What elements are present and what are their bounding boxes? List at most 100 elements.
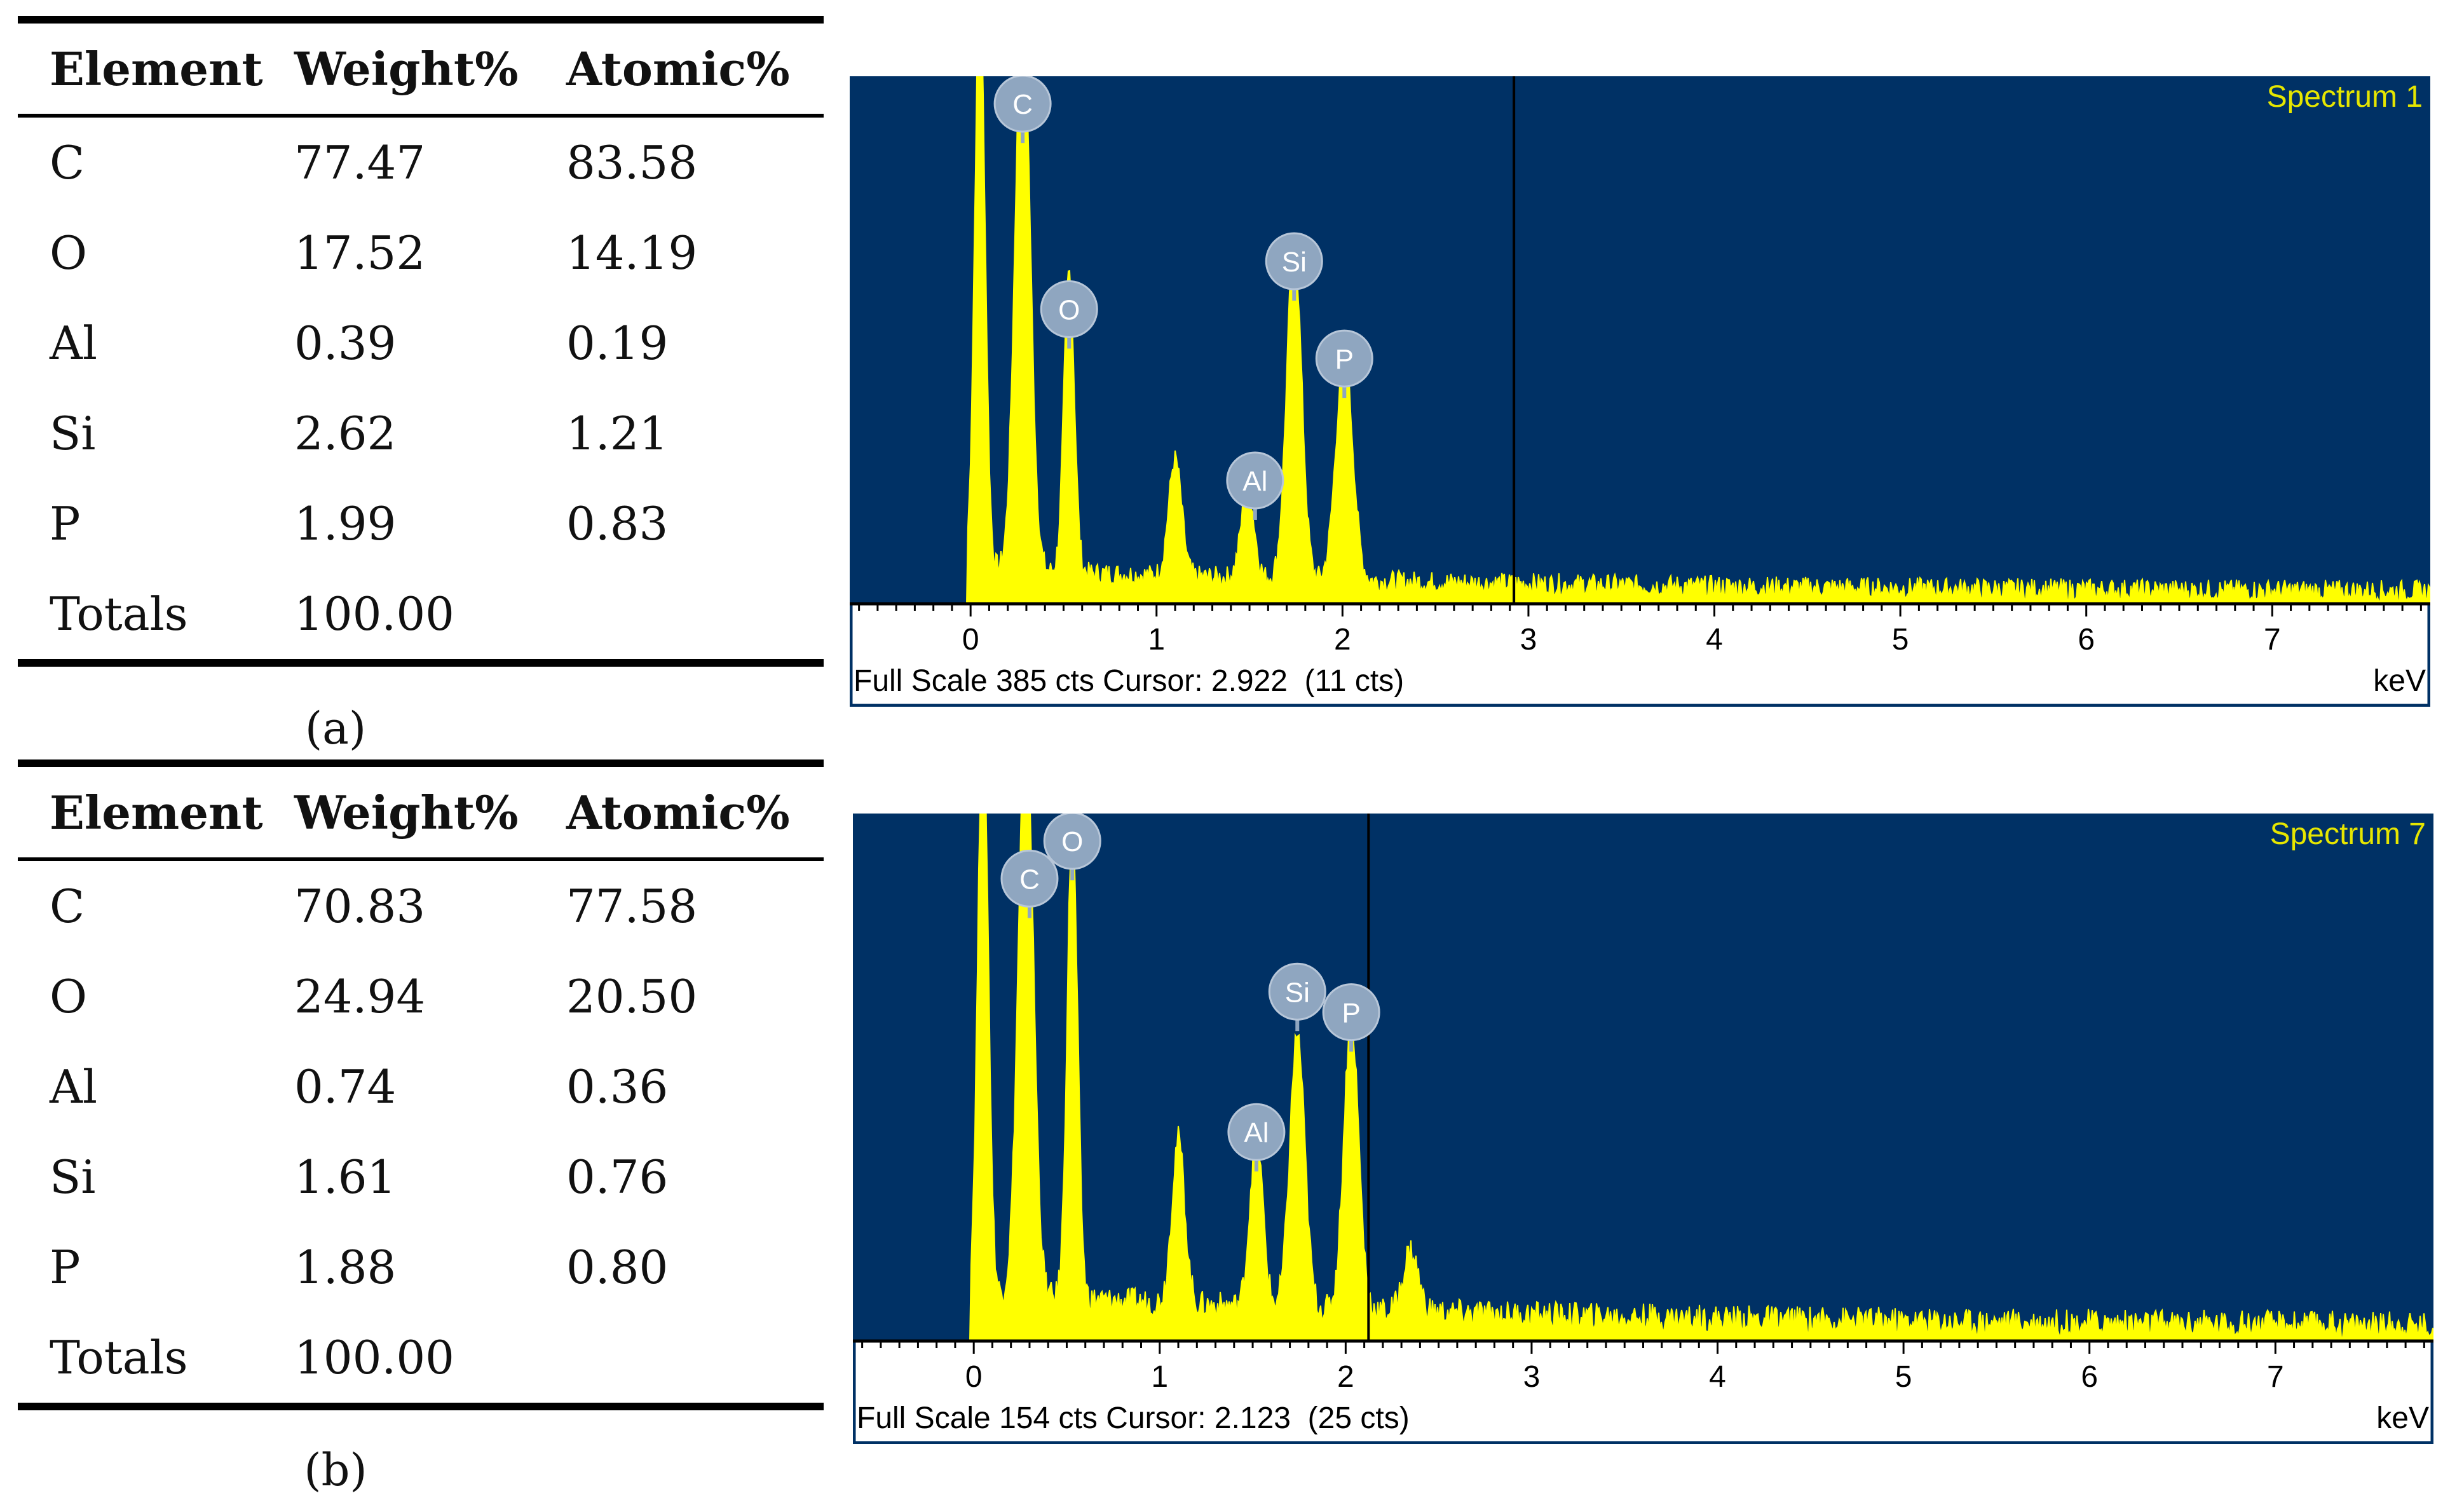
unit-label: keV — [2373, 664, 2426, 698]
atomic-cell — [566, 569, 824, 667]
element-cell: Totals — [18, 569, 294, 667]
atomic-cell: 0.76 — [566, 1150, 669, 1204]
x-tick-label: 1 — [1148, 623, 1165, 657]
x-tick-label: 5 — [1895, 1360, 1912, 1394]
peak-label-c: C — [1000, 849, 1059, 918]
x-tick-label: 2 — [1337, 1360, 1354, 1394]
atomic-cell: 0.80 — [566, 1241, 669, 1294]
svg-text:O: O — [1058, 294, 1080, 325]
spectrum-trace — [853, 814, 2433, 1342]
element-cell: Si — [50, 1150, 96, 1204]
atomic-cell — [566, 1312, 824, 1410]
svg-text:P: P — [1335, 344, 1354, 375]
svg-text:C: C — [1019, 864, 1040, 895]
table-row: O 24.94 20.50 — [18, 951, 824, 1042]
atomic-cell: 20.50 — [566, 970, 698, 1023]
composition-table-b: Element Weight% Atomic% C 70.83 77.58 O … — [18, 759, 824, 1410]
peak-label-al: Al — [1226, 451, 1284, 520]
element-cell: Al — [50, 1060, 98, 1114]
peak-label-p: P — [1315, 329, 1373, 398]
caption-a: (a) — [304, 702, 367, 754]
weight-cell: 17.52 — [294, 226, 426, 280]
peak-labels: CO Si P Al — [1000, 814, 1380, 1172]
peak-label-si: Si — [1265, 232, 1323, 301]
spectrum-panel-a: C O Si P Al 0 1 2 3 4 5 6 7 Spectrum 1 Full Scale 3… — [850, 76, 2430, 707]
plot-background — [853, 814, 2433, 1341]
spectrum-chart-a: C O Si P Al 0 1 2 3 4 5 6 7 Spectrum 1 Full Scale 3… — [850, 76, 2430, 707]
plot-background — [850, 76, 2430, 604]
atomic-cell: 1.21 — [566, 407, 669, 460]
element-cell: P — [50, 497, 81, 550]
element-cell: O — [50, 226, 88, 280]
svg-text:Al: Al — [1244, 1117, 1269, 1148]
x-tick-label: 5 — [1892, 623, 1909, 657]
table-row: Al 0.39 0.19 — [18, 298, 824, 388]
scale-strip — [853, 1339, 2433, 1444]
composition-table-a: Element Weight% Atomic% C 77.47 83.58 O … — [18, 16, 824, 667]
x-tick-label: 6 — [2078, 623, 2095, 657]
status-readout: Full Scale 154 cts Cursor: 2.123 (25 cts… — [857, 1401, 1410, 1435]
peak-label-o: O — [1043, 814, 1101, 881]
table-row: Si 1.61 0.76 — [18, 1132, 824, 1222]
weight-cell: 0.74 — [294, 1060, 397, 1114]
weight-cell: 100.00 — [294, 1312, 566, 1410]
atomic-cell: 77.58 — [566, 880, 698, 933]
scale-strip — [850, 602, 2430, 707]
element-cell: O — [50, 970, 88, 1023]
svg-text:C: C — [1012, 89, 1033, 120]
header-element: Element — [18, 759, 294, 861]
atomic-cell: 14.19 — [566, 226, 698, 280]
spectrum-title: Spectrum 7 — [2270, 817, 2426, 851]
weight-cell: 2.62 — [294, 407, 397, 460]
x-tick-label: 4 — [1706, 623, 1723, 657]
peak-label-c: C — [993, 76, 1052, 144]
atomic-cell: 83.58 — [566, 136, 698, 189]
x-tick-label: 1 — [1151, 1360, 1168, 1394]
spectrum-title: Spectrum 1 — [2267, 80, 2423, 114]
weight-cell: 77.47 — [294, 136, 426, 189]
x-tick-label: 6 — [2081, 1360, 2098, 1394]
header-weight: Weight% — [294, 759, 566, 861]
table-row: P 1.88 0.80 — [18, 1222, 824, 1312]
element-cell: Si — [50, 407, 96, 460]
peak-label-p: P — [1322, 983, 1380, 1052]
weight-cell: 70.83 — [294, 880, 426, 933]
svg-text:Al: Al — [1242, 466, 1267, 497]
spectrum-chart-b: CO Si P Al 0 1 2 3 4 5 6 7 Spectrum 7 Full Scale 1… — [853, 814, 2433, 1444]
table-row: Si 2.62 1.21 — [18, 388, 824, 479]
unit-label: keV — [2376, 1401, 2429, 1435]
svg-text:P: P — [1342, 998, 1360, 1029]
element-cell: Al — [50, 317, 98, 370]
atomic-cell: 0.83 — [566, 497, 669, 550]
table-row: C 70.83 77.58 — [18, 859, 824, 951]
x-tick-label: 3 — [1520, 623, 1537, 657]
svg-text:Si: Si — [1282, 247, 1307, 278]
weight-cell: 100.00 — [294, 569, 566, 667]
atomic-cell: 0.19 — [566, 317, 669, 370]
caption-b: (b) — [304, 1444, 367, 1496]
header-weight: Weight% — [294, 16, 566, 118]
weight-cell: 1.88 — [294, 1241, 397, 1294]
peak-labels: C O Si P Al — [993, 76, 1373, 520]
x-tick-label: 4 — [1709, 1360, 1726, 1394]
header-atomic: Atomic% — [566, 16, 824, 118]
peak-label-si: Si — [1268, 962, 1326, 1032]
element-cell: Totals — [18, 1312, 294, 1410]
header-atomic: Atomic% — [566, 759, 824, 861]
totals-row: Totals 100.00 — [18, 569, 824, 667]
table-header-row: Element Weight% Atomic% — [18, 759, 824, 861]
status-readout: Full Scale 385 cts Cursor: 2.922 (11 cts… — [854, 664, 1404, 698]
x-tick-label: 0 — [962, 623, 979, 657]
weight-cell: 0.39 — [294, 317, 397, 370]
header-element: Element — [18, 16, 294, 118]
peak-label-al: Al — [1227, 1103, 1286, 1172]
x-tick-label: 0 — [965, 1360, 983, 1394]
x-tick-label: 2 — [1334, 623, 1351, 657]
x-tick-labels: 0 1 2 3 4 5 6 7 — [962, 623, 2281, 657]
element-cell: P — [50, 1241, 81, 1294]
x-tick-label: 7 — [2264, 623, 2281, 657]
x-tick-labels: 0 1 2 3 4 5 6 7 — [965, 1360, 2284, 1394]
weight-cell: 1.61 — [294, 1150, 397, 1204]
table-row: C 77.47 83.58 — [18, 116, 824, 208]
x-tick-label: 7 — [2267, 1360, 2284, 1394]
